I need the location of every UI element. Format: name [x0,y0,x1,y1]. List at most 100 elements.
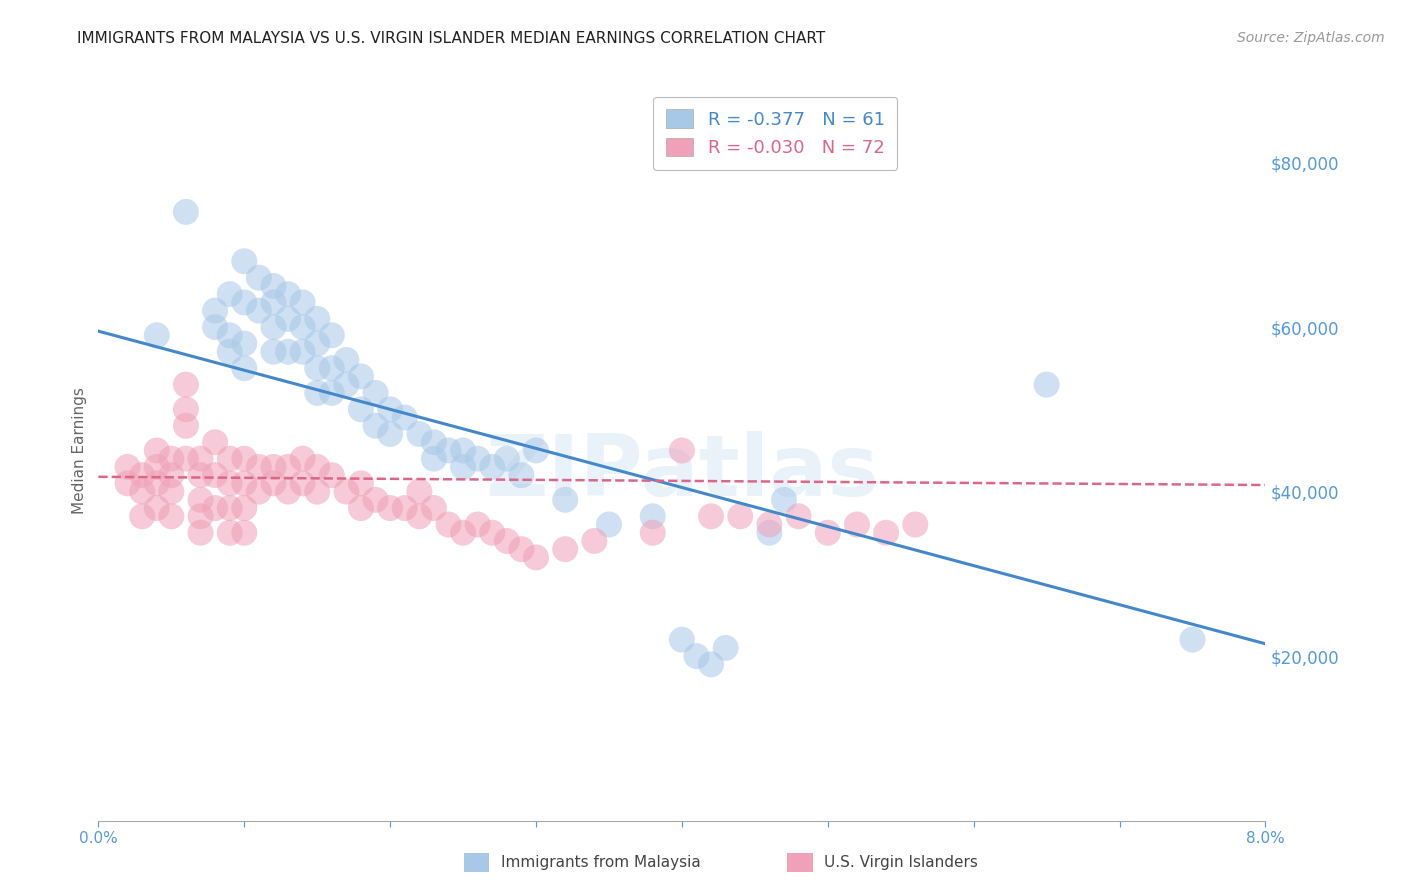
Point [321,385,343,400]
Point [787,509,810,524]
Point [247,484,270,499]
Point [146,328,169,343]
Point [307,336,329,351]
Point [262,295,284,310]
Point [350,476,373,491]
Point [291,320,314,334]
Point [174,451,197,466]
Text: Source: ZipAtlas.com: Source: ZipAtlas.com [1237,31,1385,45]
Point [307,385,329,400]
Point [131,509,153,524]
Point [394,501,416,516]
Text: ZIPatlas: ZIPatlas [485,431,879,514]
Point [307,361,329,376]
Point [481,459,503,474]
Point [277,311,299,326]
Point [204,303,226,318]
Point [262,320,284,334]
Point [262,279,284,293]
Point [218,501,240,516]
Point [510,542,533,557]
Point [131,468,153,483]
Point [380,501,402,516]
Point [451,443,474,458]
Point [364,492,387,507]
Point [174,205,197,219]
Point [291,451,314,466]
Point [451,459,474,474]
Point [554,492,576,507]
Point [554,542,576,557]
Point [247,270,270,285]
Point [335,377,357,392]
Y-axis label: Median Earnings: Median Earnings [72,387,87,514]
Point [524,550,547,565]
Point [423,451,446,466]
Point [685,649,707,664]
Point [247,303,270,318]
Point [160,451,183,466]
Point [131,484,153,499]
Point [773,492,796,507]
Point [218,328,240,343]
Point [350,402,373,417]
Point [218,525,240,540]
Point [671,443,693,458]
Point [1181,632,1204,647]
Point [233,451,256,466]
Point [262,459,284,474]
Point [408,484,430,499]
Point [233,525,256,540]
Point [875,525,897,540]
Point [350,501,373,516]
Point [146,476,169,491]
Text: Immigrants from Malaysia: Immigrants from Malaysia [501,855,700,870]
Point [277,287,299,301]
Point [204,435,226,450]
Point [394,410,416,425]
Point [262,344,284,359]
Point [174,402,197,417]
Point [174,377,197,392]
Point [496,533,519,548]
Point [218,451,240,466]
Point [146,443,169,458]
Point [598,517,620,532]
Point [904,517,927,532]
Point [117,459,139,474]
Text: U.S. Virgin Islanders: U.S. Virgin Islanders [824,855,977,870]
Point [307,484,329,499]
Legend: R = -0.377   N = 61, R = -0.030   N = 72: R = -0.377 N = 61, R = -0.030 N = 72 [654,96,897,169]
Point [423,501,446,516]
Point [350,369,373,384]
Point [1035,377,1057,392]
Point [641,509,664,524]
Point [233,361,256,376]
Point [335,484,357,499]
Point [524,443,547,458]
Point [467,517,489,532]
Point [277,344,299,359]
Point [321,328,343,343]
Point [481,525,503,540]
Point [174,418,197,433]
Point [233,295,256,310]
Point [218,476,240,491]
Point [146,501,169,516]
Point [321,468,343,483]
Point [307,459,329,474]
Point [160,468,183,483]
Point [671,632,693,647]
Point [307,311,329,326]
Point [335,353,357,368]
Point [190,525,212,540]
Point [380,427,402,442]
Point [291,295,314,310]
Text: IMMIGRANTS FROM MALAYSIA VS U.S. VIRGIN ISLANDER MEDIAN EARNINGS CORRELATION CHA: IMMIGRANTS FROM MALAYSIA VS U.S. VIRGIN … [77,31,825,46]
Point [117,476,139,491]
Point [364,418,387,433]
Point [291,476,314,491]
Point [583,533,606,548]
Point [714,640,737,655]
Point [277,459,299,474]
